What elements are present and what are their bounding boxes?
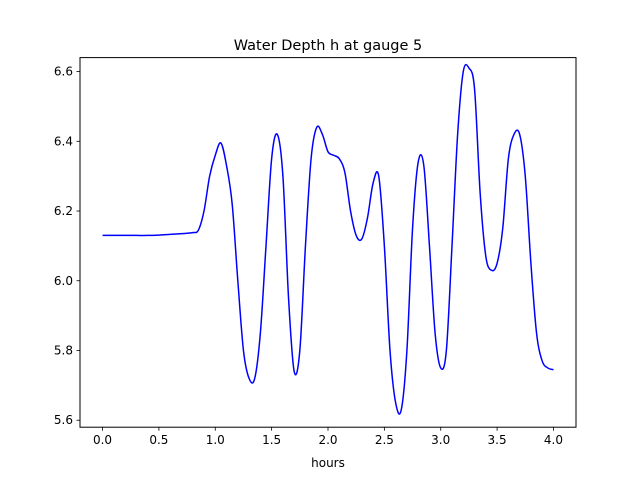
series-line — [102, 63, 554, 415]
y-tick-label: 6.4 — [54, 134, 73, 148]
x-axis: 0.0 0.5 1.0 1.5 2.0 2.5 3.0 3.5 4.0 — [93, 427, 563, 447]
x-tick-label: 1.5 — [262, 433, 281, 447]
y-tick-label: 5.8 — [54, 343, 73, 357]
y-tick-label: 6.2 — [54, 204, 73, 218]
x-tick-label: 2.5 — [375, 433, 394, 447]
chart-title: Water Depth h at gauge 5 — [234, 38, 422, 54]
plot-layer — [102, 63, 554, 415]
y-tick-label: 6.0 — [54, 274, 73, 288]
x-tick-label: 3.5 — [488, 433, 507, 447]
x-tick-label: 2.0 — [318, 433, 337, 447]
x-axis-label: hours — [311, 456, 345, 470]
x-tick-label: 0.0 — [93, 433, 112, 447]
y-axis: 5.6 5.8 6.0 6.2 6.4 6.6 — [54, 65, 80, 427]
x-tick-label: 0.5 — [149, 433, 168, 447]
x-tick-label: 1.0 — [206, 433, 225, 447]
x-tick-label: 3.0 — [431, 433, 450, 447]
y-tick-label: 5.6 — [54, 413, 73, 427]
x-tick-label: 4.0 — [544, 433, 563, 447]
y-tick-label: 6.6 — [54, 65, 73, 79]
